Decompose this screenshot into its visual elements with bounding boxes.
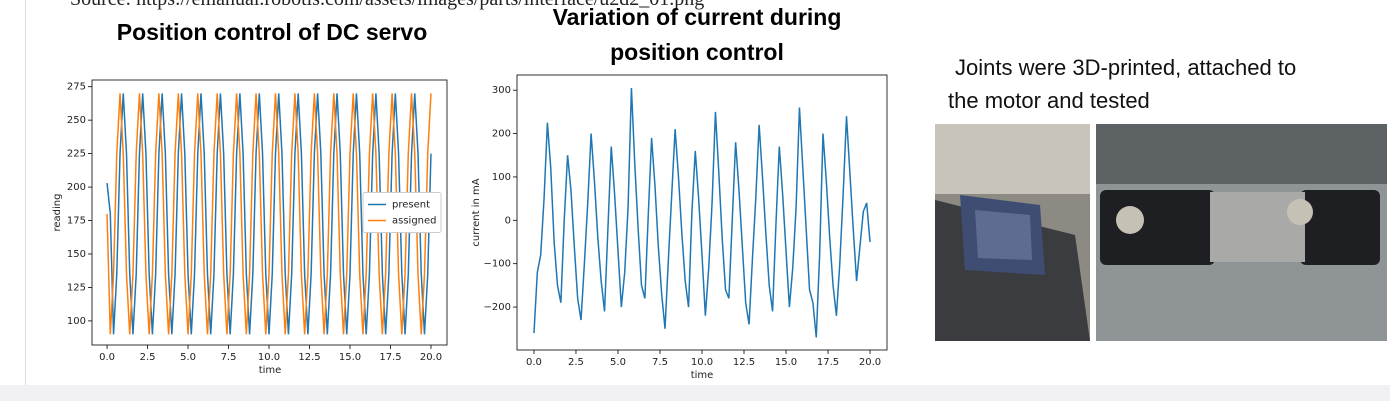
photo-left [935, 124, 1090, 341]
bottom-band [0, 385, 1390, 401]
y-tick-label: 200 [67, 182, 86, 193]
y-tick-label: −200 [484, 302, 511, 313]
y-tick-label: 250 [67, 115, 86, 126]
y-tick-label: 125 [67, 282, 86, 293]
x-tick-label: 7.5 [652, 357, 668, 368]
x-tick-label: 0.0 [99, 352, 115, 363]
x-tick-label: 17.5 [817, 357, 839, 368]
x-tick-label: 10.0 [258, 352, 280, 363]
data-line [533, 87, 871, 338]
x-tick-label: 10.0 [691, 357, 713, 368]
x-tick-label: 5.0 [610, 357, 626, 368]
chart-title: Position control of DC servo [117, 19, 428, 45]
legend: present assigned [362, 192, 442, 233]
y-tick-label: 175 [67, 216, 86, 227]
plot-frame [91, 79, 448, 346]
y-axis-label: reading [52, 194, 63, 232]
y-tick-label: 0 [505, 215, 511, 226]
y-tick-label: 100 [492, 172, 511, 183]
y-tick-label: 100 [67, 316, 86, 327]
chart-title: position control [610, 39, 784, 65]
chart-title: Variation of current during [553, 4, 842, 30]
x-tick-label: 20.0 [420, 352, 442, 363]
x-tick-label: 2.5 [568, 357, 584, 368]
x-tick-label: 2.5 [140, 352, 156, 363]
x-tick-label: 15.0 [775, 357, 797, 368]
x-axis-label: time [259, 365, 282, 376]
x-tick-label: 0.0 [526, 357, 542, 368]
x-tick-label: 15.0 [339, 352, 361, 363]
legend-box [362, 192, 442, 233]
y-tick-label: 300 [492, 85, 511, 96]
x-tick-label: 5.0 [180, 352, 196, 363]
y-tick-label: 275 [67, 82, 86, 93]
y-tick-label: 225 [67, 149, 86, 160]
y-tick-label: 200 [492, 129, 511, 140]
x-tick-label: 7.5 [221, 352, 237, 363]
x-tick-label: 12.5 [298, 352, 320, 363]
data-line [106, 93, 432, 335]
caption-line: Joints were 3D-printed, attached to [955, 55, 1296, 80]
x-tick-label: 17.5 [379, 352, 401, 363]
x-axis-label: time [691, 370, 714, 381]
x-tick-label: 12.5 [733, 357, 755, 368]
legend-label: present [392, 200, 430, 211]
y-tick-label: −100 [484, 259, 511, 270]
y-tick-label: 150 [67, 249, 86, 260]
legend-label: assigned [392, 216, 437, 227]
caption-line: the motor and tested [948, 88, 1150, 113]
photo-right [1096, 124, 1387, 341]
source-text: Source: https://emanual.robotis.com/asse… [70, 0, 704, 10]
y-axis-label: current in mA [471, 178, 482, 246]
x-tick-label: 20.0 [859, 357, 881, 368]
